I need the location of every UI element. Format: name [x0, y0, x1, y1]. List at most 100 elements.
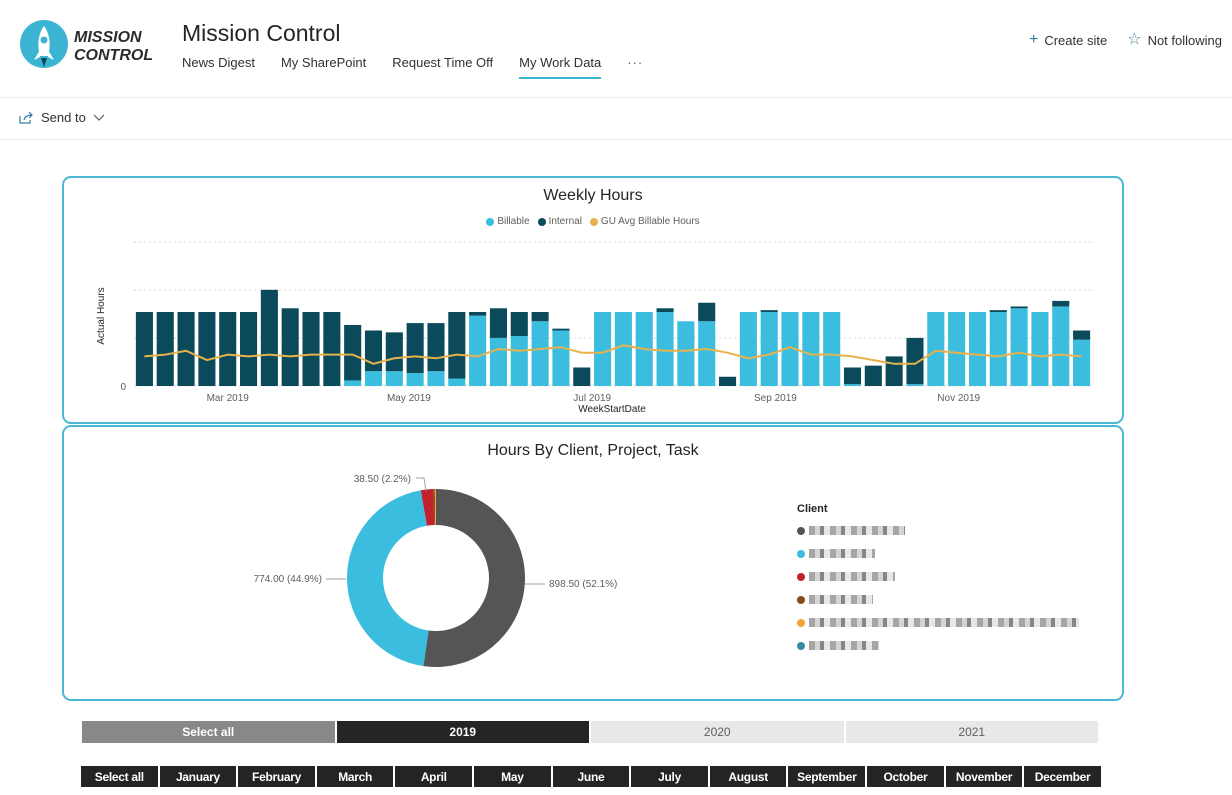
bar-billable[interactable] [989, 312, 1007, 386]
bar-billable[interactable] [927, 312, 945, 386]
donut-slice[interactable] [346, 490, 429, 667]
donut-slice[interactable] [434, 489, 436, 526]
bar-billable[interactable] [968, 312, 986, 386]
bar-internal[interactable] [385, 332, 403, 372]
month-february-button[interactable]: February [238, 766, 315, 787]
bar-internal[interactable] [302, 312, 320, 386]
nav-item-my-sharepoint[interactable]: My SharePoint [280, 55, 367, 70]
bar-billable[interactable] [823, 312, 841, 386]
bar-billable[interactable] [781, 312, 799, 386]
bar-billable[interactable] [656, 312, 674, 386]
bar-billable[interactable] [364, 371, 383, 386]
bar-internal[interactable] [406, 323, 424, 374]
send-to-button[interactable]: Send to [18, 110, 105, 125]
donut-slice[interactable] [420, 489, 435, 526]
year-2019-button[interactable]: 2019 [336, 721, 589, 743]
bar-internal[interactable] [364, 330, 383, 372]
bar-billable[interactable] [677, 321, 695, 386]
client-legend-item[interactable] [797, 634, 1097, 657]
site-title[interactable]: Mission Control [182, 20, 341, 46]
donut-slice[interactable] [423, 489, 525, 667]
nav-more-button[interactable]: ··· [627, 55, 644, 70]
month-july-button[interactable]: July [631, 766, 708, 787]
nav-item-my-work-data[interactable]: My Work Data [519, 55, 602, 79]
bar-internal[interactable] [698, 302, 716, 322]
bar-internal[interactable] [843, 367, 862, 385]
client-legend-item[interactable] [797, 542, 1097, 565]
bar-billable[interactable] [531, 321, 549, 386]
legend-item-internal[interactable]: Internal [537, 216, 582, 227]
bar-internal[interactable] [448, 312, 466, 379]
bar-internal[interactable] [281, 308, 299, 386]
bar-internal[interactable] [427, 323, 445, 372]
bar-billable[interactable] [489, 337, 507, 386]
bar-internal[interactable] [135, 312, 153, 386]
month-may-button[interactable]: May [474, 766, 551, 787]
bar-billable[interactable] [1010, 308, 1028, 386]
bar-billable[interactable] [552, 330, 570, 387]
month-january-button[interactable]: January [159, 766, 237, 787]
bar-billable[interactable] [469, 315, 487, 386]
bar-billable[interactable] [843, 384, 862, 386]
month-april-button[interactable]: April [395, 766, 473, 787]
bar-billable[interactable] [906, 384, 924, 386]
bar-billable[interactable] [760, 312, 778, 386]
bar-internal[interactable] [469, 312, 487, 316]
bar-billable[interactable] [448, 378, 466, 386]
bar-internal[interactable] [260, 289, 278, 386]
client-legend-item[interactable] [797, 611, 1097, 634]
bar-billable[interactable] [802, 312, 820, 386]
donut-slice[interactable] [433, 489, 436, 526]
bar-internal[interactable] [240, 312, 258, 386]
follow-button[interactable]: ☆ Not following [1127, 32, 1222, 48]
nav-item-news-digest[interactable]: News Digest [182, 55, 255, 70]
client-legend-item[interactable] [797, 519, 1097, 542]
bar-internal[interactable] [719, 376, 737, 386]
bar-internal[interactable] [552, 328, 570, 331]
line-gu-avg-billable[interactable] [144, 344, 1082, 365]
bar-internal[interactable] [1052, 300, 1070, 307]
bar-internal[interactable] [906, 337, 924, 385]
client-legend-item[interactable] [797, 588, 1097, 611]
create-site-button[interactable]: + Create site [1029, 32, 1107, 48]
bar-internal[interactable] [219, 312, 237, 386]
month-june-button[interactable]: June [552, 766, 630, 787]
client-legend-item[interactable] [797, 565, 1097, 588]
bar-internal[interactable] [864, 365, 882, 386]
bar-billable[interactable] [1052, 306, 1070, 386]
bar-internal[interactable] [344, 324, 362, 381]
month-august-button[interactable]: August [709, 766, 787, 787]
month-november-button[interactable]: November [945, 766, 1023, 787]
bar-internal[interactable] [573, 367, 591, 387]
bar-internal[interactable] [323, 312, 341, 386]
bar-billable[interactable] [614, 312, 632, 386]
bar-internal[interactable] [885, 356, 903, 386]
nav-item-request-time-off[interactable]: Request Time Off [392, 55, 494, 70]
hours-by-client-donut[interactable]: 898.50 (52.1%) 774.00 (44.9%) 38.50 (2.2%) [64, 427, 764, 699]
bar-internal[interactable] [177, 312, 195, 386]
month-march-button[interactable]: March [316, 766, 394, 787]
bar-billable[interactable] [739, 312, 757, 386]
legend-item-billable[interactable]: Billable [486, 216, 530, 227]
bar-billable[interactable] [406, 373, 424, 386]
month-december-button[interactable]: December [1024, 766, 1101, 787]
mission-control-logo[interactable]: MISSION CONTROL [20, 20, 162, 70]
bar-billable[interactable] [510, 336, 528, 386]
month-select-all-button[interactable]: Select all [81, 766, 158, 787]
bar-internal[interactable] [510, 312, 528, 337]
bar-internal[interactable] [1073, 330, 1091, 340]
bar-billable[interactable] [1031, 312, 1049, 386]
bar-internal[interactable] [989, 310, 1007, 312]
bar-billable[interactable] [698, 321, 716, 386]
bar-billable[interactable] [1073, 339, 1091, 386]
bar-billable[interactable] [385, 371, 403, 386]
weekly-hours-chart[interactable]: 0 Actual Hours Mar 2019 May 2019 Jul 2019 Sep… [64, 178, 1122, 422]
bar-billable[interactable] [948, 312, 966, 386]
bar-internal[interactable] [489, 308, 507, 338]
month-september-button[interactable]: September [788, 766, 866, 787]
bar-billable[interactable] [344, 380, 362, 386]
bar-internal[interactable] [156, 312, 174, 386]
bar-internal[interactable] [198, 312, 216, 386]
year-2021-button[interactable]: 2021 [845, 721, 1098, 743]
bar-internal[interactable] [531, 312, 549, 322]
